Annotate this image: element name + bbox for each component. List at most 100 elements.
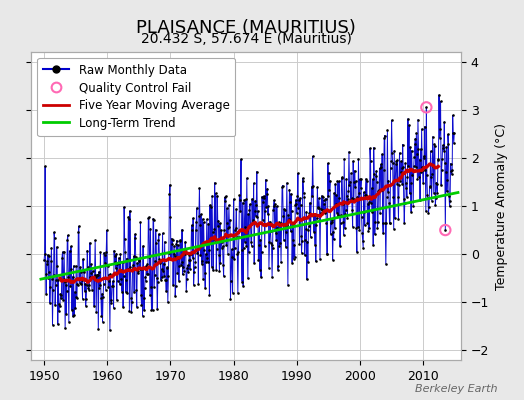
Point [285, 186, 293, 193]
Point [216, 260, 225, 266]
Point [148, 265, 156, 272]
Point [194, 246, 202, 252]
Point [394, 193, 402, 200]
Point [303, 276, 311, 282]
Point [138, 312, 147, 319]
Point [57, 292, 66, 298]
Point [180, 268, 188, 274]
Point [365, 225, 374, 231]
Point [98, 291, 106, 297]
Point [242, 196, 250, 203]
Point [308, 184, 316, 190]
Point [53, 262, 61, 269]
Point [413, 176, 422, 182]
Point [381, 261, 390, 267]
Point [237, 156, 245, 163]
Point [172, 237, 181, 244]
Point [95, 268, 103, 275]
Point [86, 240, 94, 246]
Point [279, 237, 288, 243]
Point [78, 296, 86, 302]
Point [377, 161, 385, 168]
Point [50, 234, 59, 241]
Point [294, 196, 303, 203]
Point [257, 249, 266, 256]
Point [436, 126, 444, 132]
Point [419, 180, 428, 186]
Point [102, 249, 111, 255]
Point [427, 148, 435, 154]
Point [227, 246, 236, 252]
Point [266, 228, 275, 234]
Point [447, 168, 455, 174]
Point [116, 281, 124, 287]
Point [311, 241, 319, 248]
Point [205, 292, 214, 298]
Point [409, 202, 418, 209]
Point [261, 208, 269, 214]
Point [146, 292, 154, 299]
Point [269, 207, 277, 213]
Point [80, 288, 89, 294]
Point [115, 254, 123, 261]
Point [192, 227, 200, 234]
Point [270, 197, 278, 204]
Point [255, 220, 264, 226]
Point [285, 215, 293, 222]
Point [359, 244, 367, 251]
Point [258, 216, 267, 223]
Point [124, 266, 132, 272]
Point [321, 209, 330, 215]
Point [325, 186, 334, 193]
Point [247, 239, 255, 245]
Point [112, 250, 121, 257]
Point [204, 259, 212, 266]
Point [219, 243, 227, 250]
Point [236, 208, 245, 214]
Point [402, 185, 410, 191]
Point [440, 148, 448, 154]
Point [97, 295, 105, 301]
Point [400, 200, 409, 206]
Point [132, 287, 140, 294]
Point [368, 209, 376, 216]
Point [145, 214, 153, 220]
Point [267, 240, 275, 246]
Point [318, 207, 326, 214]
Point [226, 217, 234, 223]
Point [66, 248, 74, 254]
Point [49, 287, 57, 294]
Point [407, 209, 416, 215]
Point [296, 195, 304, 201]
Point [229, 233, 237, 240]
Point [276, 240, 284, 246]
Point [259, 193, 268, 199]
Point [353, 249, 361, 255]
Point [239, 283, 247, 289]
Point [58, 249, 67, 255]
Point [326, 178, 334, 184]
Point [354, 224, 362, 230]
Point [373, 225, 381, 232]
Point [388, 150, 396, 156]
Point [145, 253, 154, 260]
Point [65, 269, 73, 276]
Point [439, 142, 447, 148]
Point [316, 210, 325, 216]
Point [141, 277, 150, 284]
Point [305, 210, 314, 216]
Point [257, 274, 265, 280]
Point [390, 148, 398, 154]
Point [381, 220, 389, 226]
Point [188, 255, 196, 261]
Point [298, 238, 307, 244]
Point [343, 214, 352, 221]
Point [293, 170, 302, 177]
Point [375, 165, 384, 172]
Point [282, 180, 291, 186]
Point [238, 200, 247, 206]
Point [424, 195, 432, 202]
Point [46, 300, 54, 306]
Point [87, 261, 95, 268]
Point [275, 243, 283, 249]
